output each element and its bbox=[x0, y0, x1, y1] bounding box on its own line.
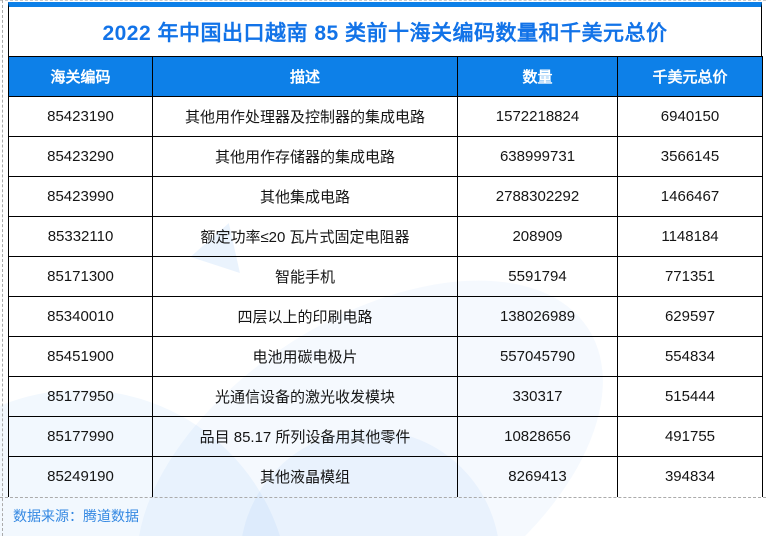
hs-code-cell: 85177990 bbox=[8, 416, 153, 457]
hs-code-cell: 85423190 bbox=[8, 96, 153, 137]
description-cell: 其他用作存储器的集成电路 bbox=[152, 136, 458, 177]
hs-code-cell: 85423290 bbox=[8, 136, 153, 177]
page-boundary-line-bottom bbox=[0, 497, 766, 498]
column-header-description: 描述 bbox=[152, 56, 458, 97]
value-cell: 1148184 bbox=[617, 216, 763, 257]
value-cell: 3566145 bbox=[617, 136, 763, 177]
hs-code-cell: 85423990 bbox=[8, 176, 153, 217]
quantity-cell: 330317 bbox=[457, 376, 618, 417]
value-cell: 491755 bbox=[617, 416, 763, 457]
header-row: 海关编码 描述 数量 千美元总价 bbox=[8, 56, 763, 97]
hs-code-cell: 85340010 bbox=[8, 296, 153, 337]
description-cell: 其他集成电路 bbox=[152, 176, 458, 217]
description-cell: 额定功率≤20 瓦片式固定电阻器 bbox=[152, 216, 458, 257]
table-row: 85423990 其他集成电路 2788302292 1466467 bbox=[8, 176, 763, 217]
table-row: 85177990 品目 85.17 所列设备用其他零件 10828656 491… bbox=[8, 416, 763, 457]
table-row: 85249190 其他液晶模组 8269413 394834 bbox=[8, 456, 763, 497]
hs-code-cell: 85451900 bbox=[8, 336, 153, 377]
page-title: 2022 年中国出口越南 85 类前十海关编码数量和千美元总价 bbox=[102, 21, 668, 45]
table-row: 85451900 电池用碳电极片 557045790 554834 bbox=[8, 336, 763, 377]
hs-code-cell: 85171300 bbox=[8, 256, 153, 297]
quantity-cell: 557045790 bbox=[457, 336, 618, 377]
description-cell: 其他液晶模组 bbox=[152, 456, 458, 497]
quantity-cell: 1572218824 bbox=[457, 96, 618, 137]
description-cell: 其他用作处理器及控制器的集成电路 bbox=[152, 96, 458, 137]
column-header-hs-code: 海关编码 bbox=[8, 56, 153, 97]
quantity-cell: 8269413 bbox=[457, 456, 618, 497]
hs-code-cell: 85177950 bbox=[8, 376, 153, 417]
description-cell: 四层以上的印刷电路 bbox=[152, 296, 458, 337]
column-header-value: 千美元总价 bbox=[617, 56, 763, 97]
description-cell: 电池用碳电极片 bbox=[152, 336, 458, 377]
description-cell: 智能手机 bbox=[152, 256, 458, 297]
value-cell: 394834 bbox=[617, 456, 763, 497]
table-row: 85177950 光通信设备的激光收发模块 330317 515444 bbox=[8, 376, 763, 417]
value-cell: 1466467 bbox=[617, 176, 763, 217]
hs-code-table: 海关编码 描述 数量 千美元总价 85423190 其他用作处理器及控制器的集成… bbox=[8, 56, 763, 497]
data-source-note: 数据来源：腾道数据 bbox=[13, 508, 139, 524]
page-boundary-line-left bbox=[2, 0, 3, 536]
description-cell: 品目 85.17 所列设备用其他零件 bbox=[152, 416, 458, 457]
value-cell: 771351 bbox=[617, 256, 763, 297]
page-boundary-line-top bbox=[0, 0, 766, 1]
value-cell: 629597 bbox=[617, 296, 763, 337]
table-row: 85423190 其他用作处理器及控制器的集成电路 1572218824 694… bbox=[8, 96, 763, 137]
hs-code-cell: 85332110 bbox=[8, 216, 153, 257]
quantity-cell: 208909 bbox=[457, 216, 618, 257]
quantity-cell: 138026989 bbox=[457, 296, 618, 337]
hs-code-cell: 85249190 bbox=[8, 456, 153, 497]
value-cell: 6940150 bbox=[617, 96, 763, 137]
value-cell: 515444 bbox=[617, 376, 763, 417]
quantity-cell: 638999731 bbox=[457, 136, 618, 177]
quantity-cell: 10828656 bbox=[457, 416, 618, 457]
value-cell: 554834 bbox=[617, 336, 763, 377]
quantity-cell: 2788302292 bbox=[457, 176, 618, 217]
table-row: 85340010 四层以上的印刷电路 138026989 629597 bbox=[8, 296, 763, 337]
table-sheet: 2022 年中国出口越南 85 类前十海关编码数量和千美元总价 海关编码 描述 … bbox=[8, 2, 763, 497]
title-box: 2022 年中国出口越南 85 类前十海关编码数量和千美元总价 bbox=[8, 2, 762, 56]
table-row: 85171300 智能手机 5591794 771351 bbox=[8, 256, 763, 297]
table-row: 85332110 额定功率≤20 瓦片式固定电阻器 208909 1148184 bbox=[8, 216, 763, 257]
description-cell: 光通信设备的激光收发模块 bbox=[152, 376, 458, 417]
table-row: 85423290 其他用作存储器的集成电路 638999731 3566145 bbox=[8, 136, 763, 177]
column-header-quantity: 数量 bbox=[457, 56, 618, 97]
quantity-cell: 5591794 bbox=[457, 256, 618, 297]
